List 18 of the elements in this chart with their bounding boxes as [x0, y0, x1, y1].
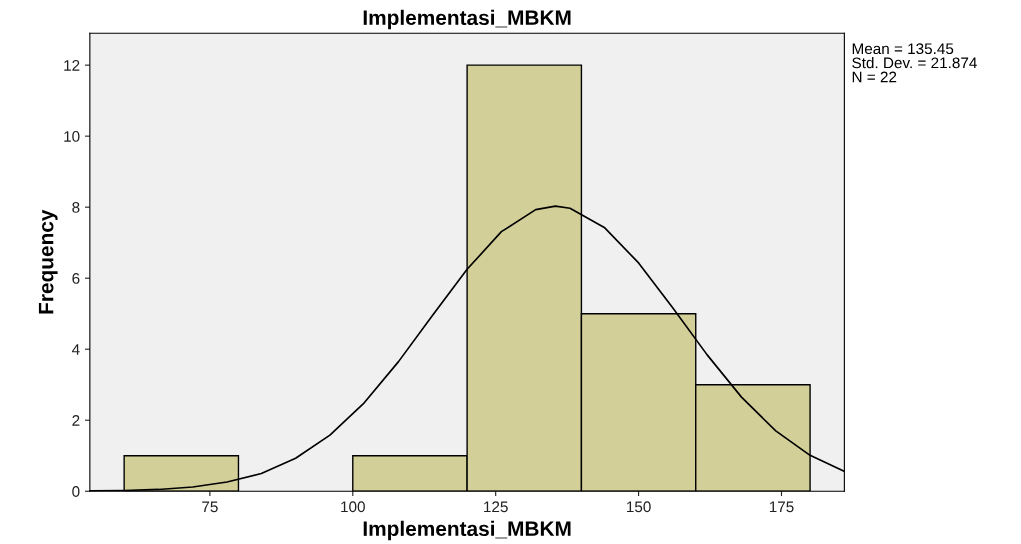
- y-tick-label: 2: [72, 415, 80, 426]
- chart-title: Implementasi_MBKM: [363, 9, 571, 30]
- x-axis-title: Implementasi_MBKM: [363, 520, 571, 541]
- y-tick-label: 8: [72, 202, 80, 213]
- y-tick-label: 4: [71, 344, 80, 355]
- x-tick-label: 175: [769, 501, 794, 513]
- x-tick-label: 125: [484, 501, 508, 513]
- text: Mean = 135.45: [852, 43, 954, 55]
- x-tick-label: 150: [627, 501, 651, 513]
- y-axis-title: Frequency: [38, 209, 58, 314]
- text: N = 22: [852, 71, 897, 83]
- text: Std. Dev. = 21.874: [852, 57, 977, 69]
- x-tick-label: 100: [341, 501, 365, 513]
- y-tick-label: 0: [72, 486, 80, 497]
- y-tick-label: 10: [64, 131, 80, 142]
- y-tick-label: 6: [72, 273, 80, 284]
- x-tick-label: 75: [202, 501, 218, 513]
- y-tick-label: 12: [64, 60, 80, 71]
